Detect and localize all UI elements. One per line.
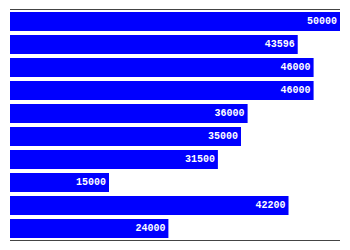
svg-text:43596: 43596 [265, 39, 295, 50]
svg-text:24000: 24000 [135, 223, 165, 234]
svg-text:36000: 36000 [215, 108, 245, 119]
svg-text:31500: 31500 [185, 154, 215, 165]
svg-text:46000: 46000 [281, 62, 311, 73]
svg-text:35000: 35000 [208, 131, 238, 142]
svg-text:46000: 46000 [281, 85, 311, 96]
svg-text:15000: 15000 [76, 177, 106, 188]
svg-text:42200: 42200 [256, 200, 286, 211]
svg-text:50000: 50000 [307, 16, 337, 27]
